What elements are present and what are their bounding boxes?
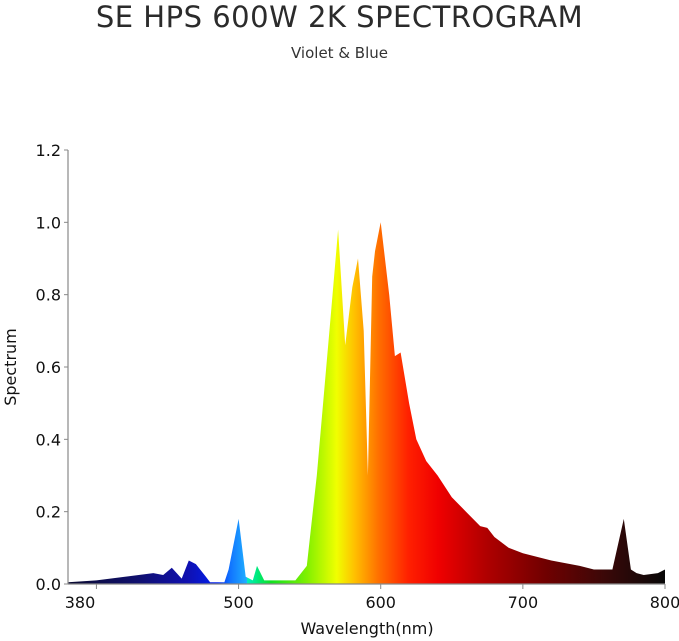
y-tick-label: 0.4 xyxy=(36,430,61,449)
x-tick-label: 500 xyxy=(223,593,254,612)
y-tick-label: 0.2 xyxy=(36,503,61,522)
y-tick-label: 0.6 xyxy=(36,358,61,377)
x-axis-label: Wavelength(nm) xyxy=(300,619,433,638)
y-tick-label: 0.0 xyxy=(36,575,61,594)
x-tick-label: 700 xyxy=(508,593,539,612)
y-axis-label: Spectrum xyxy=(1,328,20,406)
x-tick-label: 600 xyxy=(365,593,396,612)
y-tick-label: 1.2 xyxy=(36,141,61,160)
x-tick-label: 800 xyxy=(650,593,679,612)
y-tick-label: 0.8 xyxy=(36,286,61,305)
spectrum-area xyxy=(68,222,665,585)
x-tick-label: 380 xyxy=(65,593,96,612)
y-tick-label: 1.0 xyxy=(36,213,61,232)
chart-subtitle: Violet & Blue xyxy=(291,44,388,62)
chart-title: SE HPS 600W 2K SPECTROGRAM xyxy=(95,0,584,34)
